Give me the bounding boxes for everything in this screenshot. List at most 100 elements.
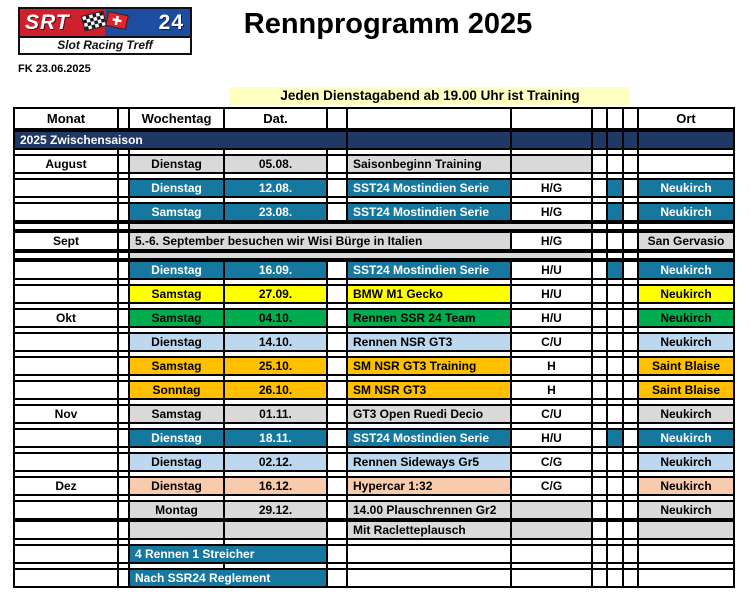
cell-event (346, 568, 510, 588)
cell-marker (622, 231, 637, 251)
spacer-cell (591, 352, 606, 356)
cell-spacer (326, 308, 346, 328)
spacer-cell (128, 174, 223, 178)
spacer-cell (622, 448, 637, 452)
cell-event: BMW M1 Gecko (346, 284, 510, 304)
cell-event: Rennen Sideways Gr5 (346, 452, 510, 472)
cell-event: 5.-6. September besuchen wir Wisi Bürge … (128, 231, 510, 251)
spacer-cell (591, 472, 606, 476)
cell-spacer (326, 500, 346, 520)
cell-marker (591, 476, 606, 496)
cell-marker (591, 380, 606, 400)
spacer-cell (13, 400, 117, 404)
spacer-cell (606, 352, 622, 356)
divider-row (13, 251, 735, 260)
spacer-cell (510, 376, 591, 380)
cell-spacer (117, 222, 128, 231)
cell-series-marker (606, 284, 622, 304)
cell-series-marker (606, 476, 622, 496)
spacer-cell (622, 540, 637, 544)
spacer-cell (128, 280, 223, 284)
table-row: Dienstag 02.12. Rennen Sideways Gr5 C/G Neuk… (13, 452, 735, 472)
cell-monat (13, 332, 117, 352)
spacer-cell (128, 564, 223, 568)
table-row: Montag 29.12. 14.00 Plauschrennen Gr2 Neuki… (13, 500, 735, 520)
cell-class: H/G (510, 178, 591, 198)
spacer-cell (13, 424, 117, 428)
cell-class: C/G (510, 452, 591, 472)
cell-spacer (117, 154, 128, 174)
table-row: Samstag 23.08. SST24 Mostindien Serie H/G Ne… (13, 202, 735, 222)
spacer-cell (591, 448, 606, 452)
season-cell (622, 130, 637, 150)
spacer-cell (346, 280, 510, 284)
cell-series-marker (606, 520, 622, 540)
cell-ort: Neukirch (637, 452, 735, 472)
cell-class: H/U (510, 260, 591, 280)
spacer-cell (117, 328, 128, 332)
cell-series-marker (606, 500, 622, 520)
cell-marker (622, 260, 637, 280)
header-monat: Monat (13, 107, 117, 130)
cell-marker (591, 356, 606, 376)
cell-marker (622, 500, 637, 520)
spacer-cell (346, 150, 510, 154)
spacer-cell (326, 304, 346, 308)
spacer-cell (346, 496, 510, 500)
cell-monat (13, 452, 117, 472)
cell-marker (622, 251, 637, 260)
cell-date: 23.08. (223, 202, 326, 222)
spacer-row (13, 472, 735, 476)
spacer-cell (128, 150, 223, 154)
logo-flags (80, 10, 129, 32)
cell-spacer (326, 568, 346, 588)
cell-monat (13, 222, 117, 231)
spacer-cell (117, 376, 128, 380)
cell-wochentag: Dienstag (128, 332, 223, 352)
spacer-cell (13, 198, 117, 202)
spacer-cell (117, 424, 128, 428)
cell-wochentag: Dienstag (128, 476, 223, 496)
table-row: Samstag 25.10. SM NSR GT3 Training H Saint B… (13, 356, 735, 376)
cell-ort (637, 251, 735, 260)
spacer-cell (637, 280, 735, 284)
cell-series-marker (606, 404, 622, 424)
spacer-cell (326, 540, 346, 544)
cell-marker (591, 308, 606, 328)
cell-event: SM NSR GT3 (346, 380, 510, 400)
cell-marker (591, 568, 606, 588)
cell-wochentag: Montag (128, 500, 223, 520)
cell-ort: Neukirch (637, 178, 735, 198)
spacer-row (13, 150, 735, 154)
spacer-cell (637, 328, 735, 332)
training-banner: Jeden Dienstagabend ab 19.00 Uhr ist Tra… (230, 87, 630, 105)
cell-spacer (117, 251, 128, 260)
spacer-cell (346, 424, 510, 428)
season-cell (637, 130, 735, 150)
cell-marker (606, 231, 622, 251)
note-row: 4 Rennen 1 Streicher (13, 544, 735, 564)
cell-event: Saisonbeginn Training (346, 154, 510, 174)
cell-class: H/U (510, 428, 591, 448)
cell-wochentag: Samstag (128, 284, 223, 304)
spacer-cell (326, 198, 346, 202)
spacer-cell (117, 400, 128, 404)
spacer-cell (591, 564, 606, 568)
spacer-cell (510, 150, 591, 154)
cell-marker (622, 178, 637, 198)
cell-series-marker (606, 308, 622, 328)
cell-wochentag: Samstag (128, 202, 223, 222)
cell-marker (591, 178, 606, 198)
spacer-row (13, 376, 735, 380)
season-row: 2025 Zwischensaison (13, 130, 735, 150)
cell-class (510, 520, 591, 540)
cell-spacer (117, 544, 128, 564)
spacer-cell (117, 174, 128, 178)
cell-marker (606, 568, 622, 588)
cell-event: Mit Racletteplausch (346, 520, 510, 540)
cell-ort: Neukirch (637, 284, 735, 304)
spacer-row (13, 400, 735, 404)
spacer-cell (223, 496, 326, 500)
cell-event: SST24 Mostindien Serie (346, 202, 510, 222)
spacer-cell (622, 150, 637, 154)
